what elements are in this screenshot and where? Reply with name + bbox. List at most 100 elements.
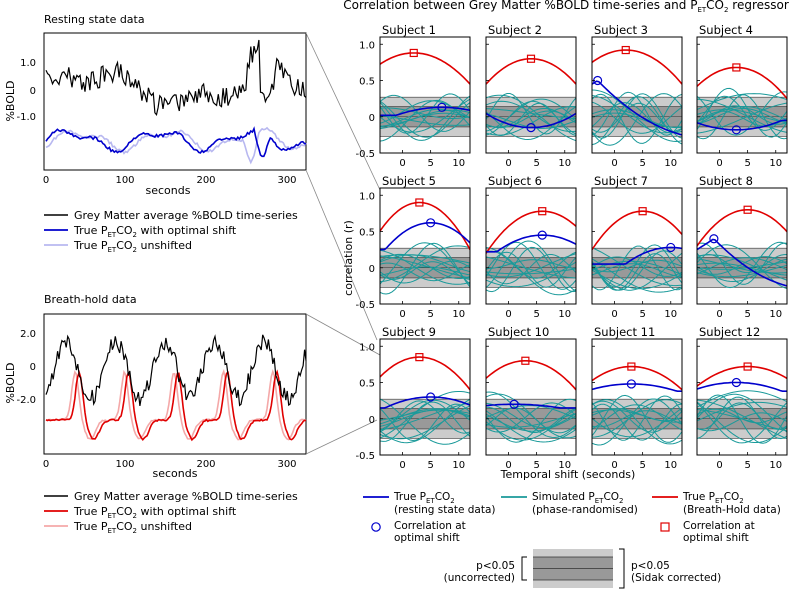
subject-panel-10: Subject 10 0 5 10	[485, 325, 577, 471]
resting-optimal-marker	[426, 218, 436, 228]
breath-hold-panel: Breath-hold data %BOLD 2.0 0 -2.0 0 100 …	[4, 293, 307, 535]
legend-p-uncorrected: p<0.05	[476, 560, 515, 572]
subject-panel-2: Subject 2 0 5 10	[485, 23, 577, 169]
resting-xtick: 300	[277, 175, 296, 186]
surrogate-line	[592, 95, 682, 134]
breath-hold-optimal-marker	[732, 63, 741, 72]
surrogate-line	[697, 258, 787, 283]
x-tick-label: 10	[664, 460, 677, 471]
legend-surrogate-line-sub: (phase-randomised)	[532, 504, 638, 516]
surrogate-line	[486, 410, 576, 443]
surrogate-line	[380, 107, 470, 120]
breath-hold-optimal-marker	[743, 362, 752, 371]
surrogate-line	[697, 258, 787, 274]
x-tick-label: 0	[716, 158, 722, 169]
bh-petco2-optimal-line	[45, 369, 307, 442]
surrogate-group	[380, 201, 470, 295]
breath-hold-optimal-marker	[415, 198, 424, 207]
surrogate-line	[697, 261, 787, 270]
breath-hold-correlation-line	[486, 58, 576, 85]
surrogate-line	[380, 391, 470, 439]
surrogate-group	[486, 360, 576, 443]
surrogate-line	[697, 412, 787, 432]
surrogate-line	[592, 93, 682, 146]
bh-legend-unshifted: True PETCO2 unshifted	[73, 520, 192, 535]
surrogate-group	[697, 209, 787, 290]
y-tick-label: -0.5	[355, 149, 375, 160]
surrogate-group	[486, 58, 576, 142]
resting-correlation-line	[380, 396, 470, 409]
x-tick-label: 0	[611, 158, 617, 169]
breath-hold-plot-frame	[43, 313, 307, 455]
x-tick-label: 10	[664, 309, 677, 320]
x-tick-label: 5	[639, 460, 645, 471]
surrogate-line	[380, 94, 470, 132]
surrogate-line	[697, 253, 787, 274]
subject-title: Subject 3	[594, 23, 648, 37]
surrogate-line	[592, 258, 682, 293]
subject-frame	[696, 36, 788, 154]
surrogate-line	[486, 391, 576, 439]
y-tick-label: 0.5	[359, 379, 375, 390]
resting-ytick: -1.0	[16, 112, 36, 123]
surrogate-line	[697, 94, 787, 140]
surrogate-group	[592, 49, 682, 146]
surrogate-line	[697, 394, 787, 444]
breath-hold-ylabel: %BOLD	[4, 362, 17, 403]
surrogate-line	[486, 253, 576, 278]
legend-p-sidak-sub: (Sidak corrected)	[631, 572, 721, 584]
x-tick-label: 5	[744, 460, 750, 471]
surrogate-line	[486, 261, 576, 288]
resting-correlation-line	[697, 381, 787, 392]
breath-hold-correlation-line	[592, 49, 682, 85]
surrogate-line	[697, 402, 787, 444]
resting-optimal-marker	[709, 234, 719, 244]
surrogate-line	[486, 408, 576, 441]
surrogate-line	[380, 399, 470, 431]
surrogate-line	[592, 403, 682, 441]
surrogate-line	[592, 93, 682, 144]
y-tick-label: 0.5	[359, 228, 375, 239]
surrogate-line	[380, 255, 470, 279]
breath-hold-correlation-line	[380, 356, 470, 391]
surrogate-line	[697, 87, 787, 138]
resting-optimal-marker	[437, 102, 447, 112]
resting-ylabel: %BOLD	[4, 80, 17, 121]
y-tick-label: 1.0	[359, 40, 375, 51]
surrogate-line	[486, 407, 576, 434]
surrogate-line	[592, 399, 682, 445]
surrogate-line	[697, 98, 787, 133]
surrogate-line	[697, 390, 787, 408]
surrogate-line	[592, 245, 682, 291]
surrogate-line	[380, 409, 470, 427]
x-tick-label: 0	[399, 158, 405, 169]
x-tick-label: 10	[558, 460, 571, 471]
breath-hold-correlation-line	[592, 210, 682, 251]
resting-optimal-marker	[731, 377, 741, 388]
legend-p-sidak: p<0.05	[631, 560, 670, 572]
surrogate-line	[380, 100, 470, 124]
surrogate-line	[380, 402, 470, 431]
surrogate-line	[592, 101, 682, 134]
surrogate-line	[592, 394, 682, 443]
breath-hold-correlation-line	[697, 66, 787, 100]
surrogate-line	[592, 247, 682, 287]
surrogate-line	[380, 262, 470, 282]
x-tick-label: 10	[452, 158, 465, 169]
x-tick-label: 0	[611, 460, 617, 471]
surrogate-line	[486, 250, 576, 279]
subject-title: Subject 2	[488, 23, 542, 37]
resting-correlation-line	[592, 383, 682, 392]
resting-grey-matter-line	[45, 39, 307, 117]
resting-ytick: 1.0	[20, 58, 36, 69]
x-tick-label: 5	[427, 309, 433, 320]
zoom-connector	[305, 313, 381, 356]
bh-xtick: 300	[277, 459, 296, 470]
breath-hold-correlation-line	[380, 201, 470, 250]
surrogate-line	[486, 393, 576, 439]
x-tick-label: 5	[533, 460, 539, 471]
subject-panel-7: Subject 7 0 5 10	[591, 174, 683, 320]
surrogate-line	[486, 247, 576, 296]
legend-bh-marker-label: Correlation at	[683, 520, 755, 532]
